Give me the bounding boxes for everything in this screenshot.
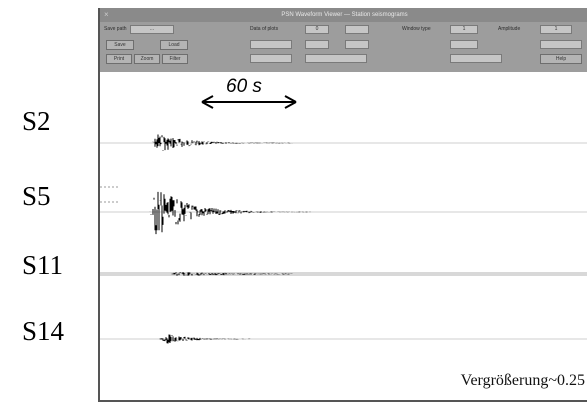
window-type-select[interactable]: 1 [450, 25, 478, 34]
field-label-save-path: Save path [104, 26, 127, 33]
field-label-window-type: Window type [402, 26, 431, 33]
save-button[interactable]: Save [106, 40, 134, 50]
waveform-s14 [160, 335, 250, 344]
gain-label: Vergrößerung~0.25 [461, 372, 585, 390]
data-of-plots-input-2[interactable] [345, 25, 369, 34]
filter-high-input[interactable] [305, 54, 367, 63]
station-label-s11: S11 [22, 252, 63, 279]
window-titlebar: × PSN Waveform Viewer — Station seismogr… [100, 8, 587, 22]
data-of-plots-input[interactable]: 0 [305, 25, 329, 34]
field-label-amplitude: Amplitude [498, 26, 520, 33]
waveform-s5 [150, 192, 310, 234]
zoom-button[interactable]: Zoom [134, 54, 160, 64]
waveform-path [160, 335, 250, 344]
filter-low-input[interactable] [250, 54, 292, 63]
station-label-s2: S2 [22, 108, 51, 135]
time-end-input[interactable] [305, 40, 329, 49]
seismogram-canvas [100, 72, 587, 400]
station-label-s5: S5 [22, 183, 51, 210]
close-icon[interactable]: × [104, 8, 109, 22]
window-title: PSN Waveform Viewer — Station seismogram… [281, 12, 407, 18]
viewer-window: × PSN Waveform Viewer — Station seismogr… [98, 8, 587, 402]
station-label-s14: S14 [22, 318, 64, 345]
window-length-input[interactable] [450, 40, 478, 49]
waveform-path [150, 192, 310, 234]
filter-button[interactable]: Filter [162, 54, 188, 64]
seismogram-plot: 60 s [100, 72, 587, 400]
amplitude-input[interactable]: 1 [540, 25, 572, 34]
save-path-input[interactable]: ... [130, 25, 174, 34]
time-scale-label: 60 s [226, 76, 262, 98]
field-label-data-of-plots: Data of plots [250, 26, 278, 33]
print-button[interactable]: Print [106, 54, 132, 64]
time-start-input[interactable] [250, 40, 292, 49]
toolbar: Save path ... Data of plots 0 Window typ… [100, 22, 587, 72]
overlap-input[interactable] [450, 54, 502, 63]
channel-input[interactable] [345, 40, 369, 49]
help-button[interactable]: Help [540, 54, 582, 64]
scale-input[interactable] [540, 40, 582, 49]
load-button[interactable]: Load [160, 40, 188, 50]
